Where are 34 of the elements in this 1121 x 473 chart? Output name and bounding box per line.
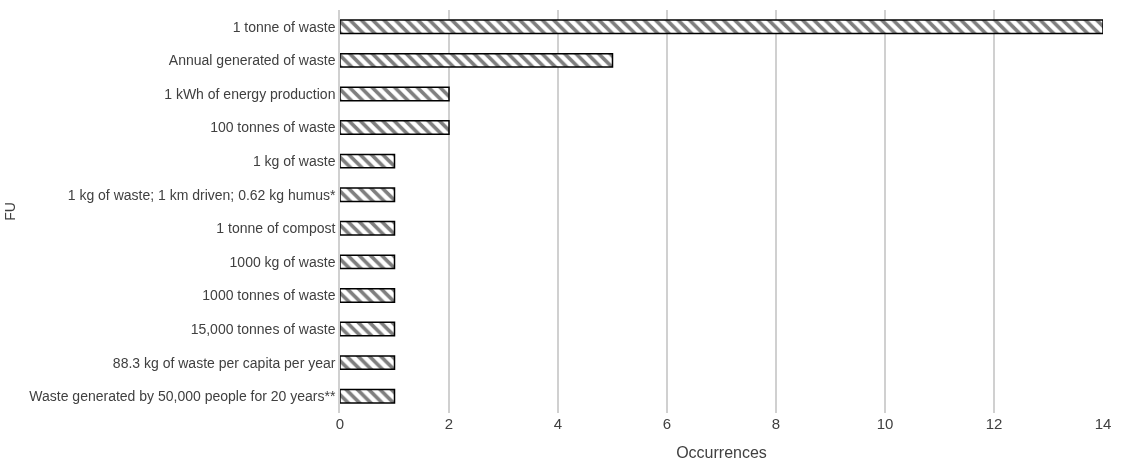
bar: [340, 19, 1103, 35]
bar: [340, 321, 396, 337]
y-tick-label: 1 kWh of energy production: [164, 85, 336, 102]
bar: [340, 153, 396, 169]
y-axis-title: FU: [2, 202, 19, 221]
y-tick-label: 1 tonne of compost: [216, 220, 336, 237]
y-tick-label: Annual generated of waste: [168, 52, 336, 69]
y-tick-label: 100 tonnes of waste: [210, 119, 336, 136]
y-tick-label: 1 tonne of waste: [232, 18, 336, 35]
bar: [340, 220, 396, 236]
bar: [340, 355, 396, 371]
x-axis-title: Occurrences: [676, 443, 767, 461]
bar: [340, 86, 450, 102]
bar: [340, 287, 396, 303]
x-tick-label: 0: [335, 415, 345, 432]
bar: [340, 388, 396, 404]
y-tick-label: 1000 kg of waste: [229, 253, 336, 270]
y-tick-label: Waste generated by 50,000 people for 20 years**: [29, 388, 336, 405]
bar: [340, 52, 614, 68]
x-tick-label: 10: [876, 415, 894, 432]
bar: [340, 120, 450, 136]
x-tick-label: 8: [771, 415, 781, 432]
x-tick-label: 2: [444, 415, 454, 432]
bar: [340, 254, 396, 270]
x-tick-label: 14: [1094, 415, 1112, 432]
y-tick-label: 1 kg of waste; 1 km driven; 0.62 kg humus*: [67, 186, 336, 203]
x-tick-label: 12: [985, 415, 1003, 432]
y-tick-label: 88.3 kg of waste per capita per year: [112, 354, 336, 371]
x-tick-label: 6: [662, 415, 672, 432]
y-tick-label: 15,000 tonnes of waste: [190, 320, 336, 337]
x-tick-label: 4: [553, 415, 563, 432]
y-tick-label: 1 kg of waste: [252, 153, 336, 170]
bar: [340, 187, 396, 203]
y-tick-label: 1000 tonnes of waste: [202, 287, 336, 304]
